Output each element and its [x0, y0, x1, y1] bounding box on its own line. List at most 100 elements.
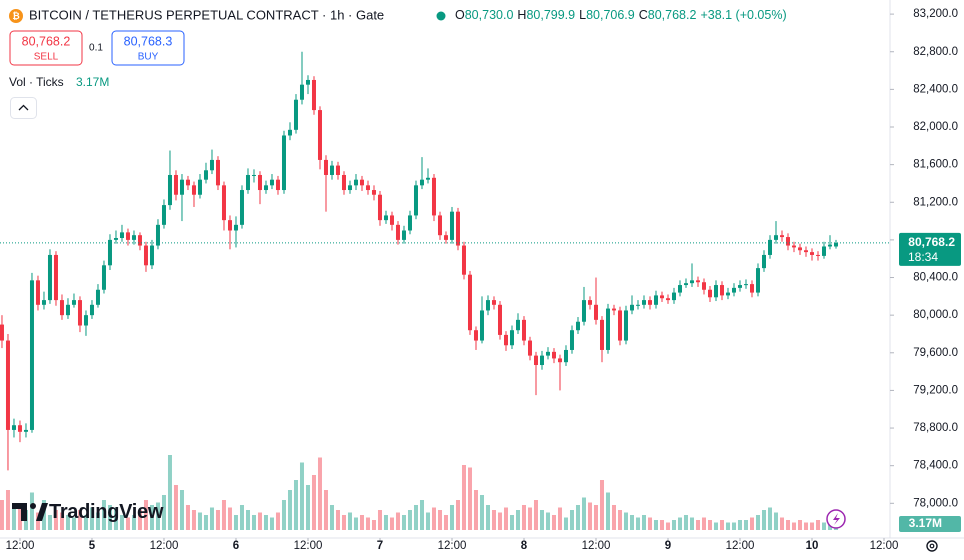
coin-icon [9, 9, 23, 23]
collapse-button[interactable] [10, 97, 37, 119]
candle-body [65, 304, 70, 316]
sell-button[interactable]: 80,768.2 SELL [9, 30, 83, 66]
candle-body [83, 315, 88, 326]
logo-dot [30, 503, 36, 509]
last-price-tag [899, 232, 961, 266]
candle-body [455, 211, 460, 246]
candle-body [647, 300, 652, 305]
candle-body [743, 284, 748, 286]
candle-body [599, 319, 604, 350]
volume-bar [671, 520, 676, 530]
settings-button[interactable] [926, 540, 938, 552]
candle-body [803, 250, 808, 253]
volume-bar [161, 495, 166, 530]
buy-button[interactable]: 80,768.3 BUY [111, 30, 185, 66]
candle-body [503, 334, 508, 346]
candle-body [365, 185, 370, 191]
candle-body [119, 232, 124, 239]
volume-bar [467, 467, 472, 530]
volume-bar [689, 517, 694, 530]
volume-bar [389, 517, 394, 530]
candle-body [185, 179, 190, 186]
candle-body [443, 235, 448, 240]
y-tick-label: 80,000.0 [913, 309, 958, 321]
volume-bar [785, 520, 790, 530]
candle-body [749, 284, 754, 293]
volume-bar [731, 522, 736, 530]
candle-body [671, 292, 676, 301]
settings-gear [926, 540, 938, 552]
candle-body [449, 211, 454, 240]
volume-bar [53, 510, 58, 530]
y-tick-label: 81,200.0 [913, 196, 958, 208]
ohlc-key: O [455, 8, 465, 22]
candle-body [719, 285, 724, 296]
volume-bar [635, 517, 640, 530]
volume-bar [377, 510, 382, 530]
volume-bar [707, 520, 712, 530]
volume-bar [413, 505, 418, 530]
volume-bar [359, 515, 364, 530]
candle-body [437, 215, 442, 236]
volume-bar [395, 512, 400, 530]
volume-bar [575, 505, 580, 530]
volume-bar [593, 505, 598, 530]
y-tick-label: 79,200.0 [913, 384, 958, 396]
flash-button[interactable] [826, 509, 846, 529]
candle-body [653, 295, 658, 305]
volume-bar [269, 517, 274, 530]
volume-bar [539, 510, 544, 530]
volume-bar [761, 510, 766, 530]
logo-shape [12, 503, 27, 521]
volume-bar [677, 517, 682, 530]
candle-body [737, 285, 742, 288]
candle-body [149, 245, 154, 266]
candle-body [581, 300, 586, 322]
volume-bar [509, 515, 514, 530]
candle-body [17, 425, 22, 432]
volume-bar [287, 490, 292, 530]
candle-body [593, 304, 598, 320]
candle-body [29, 280, 34, 430]
volume-bar [71, 517, 76, 530]
volume-bar [11, 505, 16, 530]
candle-body [227, 220, 232, 231]
volume-value: 3.17M [76, 75, 109, 89]
candle-body [431, 177, 436, 216]
candle-body [167, 174, 172, 206]
candle-body [389, 215, 394, 225]
candle-body [239, 190, 244, 225]
candle-body [725, 292, 730, 296]
candle-body [281, 135, 286, 191]
volume-bar [35, 512, 40, 530]
volume-bar [815, 520, 820, 530]
volume-bar [497, 512, 502, 530]
volume-bar [167, 455, 172, 530]
volume-bar [89, 507, 94, 530]
volume-bar [701, 517, 706, 530]
candle-body [767, 239, 772, 255]
candle-body [701, 282, 706, 290]
ohlc-value: 80,799.9 [526, 8, 575, 22]
volume-bar [251, 515, 256, 530]
axis-layer: 78,000.0 78,400.0 78,800.0 79,200.0 79,600.0… [0, 8, 961, 552]
candle-body [797, 247, 802, 251]
candle-body [95, 289, 100, 305]
volume-bar [65, 515, 70, 530]
buy-price: 80,768.3 [124, 34, 173, 48]
candle-body [233, 224, 238, 231]
y-tick-label: 80,400.0 [913, 272, 958, 284]
sell-price: 80,768.2 [22, 34, 71, 48]
volume-bar [797, 520, 802, 530]
volume-bar [611, 505, 616, 530]
volume-bar [221, 500, 226, 530]
candle-body [557, 358, 562, 363]
y-tick-label: 82,800.0 [913, 46, 958, 58]
candle-layer [0, 51, 838, 471]
candle-body [143, 245, 148, 266]
candle-body [707, 289, 712, 298]
volume-bar [779, 517, 784, 530]
brand-logo: TradingView [12, 501, 164, 523]
volume-bar [623, 512, 628, 530]
volume-bar [383, 515, 388, 530]
